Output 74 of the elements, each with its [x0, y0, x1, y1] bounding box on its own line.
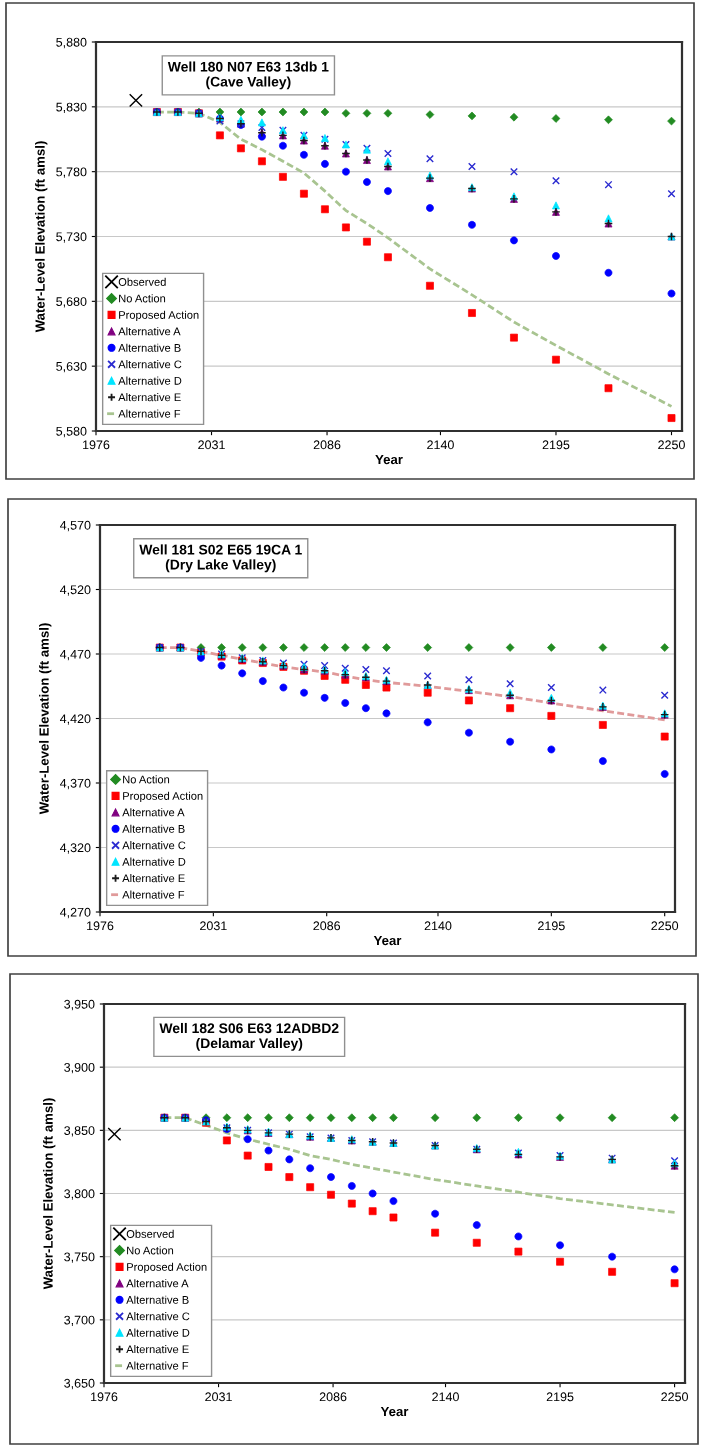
x-axis-title: Year: [373, 935, 402, 946]
legend-label: Alternative E: [118, 393, 181, 402]
x-tick-label: 2086: [313, 921, 341, 931]
y-tick-label: 3,700: [64, 1315, 95, 1326]
legend-label: Alternative A: [126, 1279, 189, 1288]
y-axis-title: Water-Level Elevation (ft amsl): [43, 1098, 56, 1290]
y-tick-label: 3,650: [64, 1378, 95, 1390]
y-tick-label: 3,900: [64, 1062, 95, 1074]
y-tick-label: 3,950: [64, 999, 95, 1011]
legend-label: Alternative F: [126, 1361, 189, 1370]
y-tick-label: 4,570: [59, 520, 91, 532]
x-tick-label: 2140: [432, 1392, 459, 1402]
legend-label: Alternative C: [118, 360, 182, 369]
x-tick-label: 1976: [83, 440, 110, 450]
legend-label: Alternative D: [122, 857, 186, 866]
y-tick-label: 4,270: [59, 907, 91, 919]
legend-label: Proposed Action: [119, 310, 199, 322]
x-tick-label: 2195: [546, 1392, 574, 1402]
legend-label: No Action: [123, 775, 170, 784]
x-tick-label: 2250: [651, 921, 679, 931]
y-axis-title: Water-Level Elevation (ft amsl): [35, 141, 48, 333]
legend-label: Proposed Action: [127, 1262, 207, 1274]
legend-label: Alternative D: [126, 1328, 190, 1337]
legend-label: Alternative A: [118, 327, 181, 336]
legend-label: Alternative E: [122, 874, 185, 883]
legend-label: No Action: [127, 1246, 174, 1255]
x-tick-label: 2250: [661, 1392, 688, 1402]
y-tick-label: 4,420: [59, 714, 91, 725]
y-tick-label: 4,320: [59, 843, 91, 854]
y-tick-label: 5,730: [56, 232, 87, 243]
x-axis-title: Year: [375, 454, 403, 465]
y-tick-label: 3,850: [64, 1126, 95, 1137]
legend-label: Alternative F: [122, 890, 185, 899]
legend-label: Alternative E: [126, 1345, 189, 1354]
legend-label: Observed: [118, 277, 166, 286]
x-axis-title: Year: [380, 1406, 409, 1417]
legend-label: Alternative C: [126, 1312, 190, 1321]
y-tick-label: 5,830: [56, 102, 87, 113]
x-tick-label: 2195: [538, 921, 565, 931]
y-tick-label: 4,370: [59, 778, 91, 790]
y-tick-label: 3,800: [64, 1189, 95, 1200]
x-tick-label: 2086: [313, 440, 341, 450]
x-tick-label: 2250: [658, 440, 685, 450]
x-tick-label: 2195: [542, 440, 570, 450]
y-tick-label: 5,680: [56, 297, 87, 308]
x-tick-label: 2031: [205, 1392, 232, 1402]
y-tick-label: 4,520: [59, 585, 91, 596]
x-tick-label: 2140: [427, 440, 454, 450]
legend-label: Alternative B: [122, 824, 185, 833]
legend-label: Alternative A: [122, 808, 185, 817]
y-tick-label: 5,580: [56, 426, 87, 438]
legend-label: No Action: [119, 294, 166, 303]
y-tick-label: 3,750: [64, 1252, 95, 1263]
x-tick-label: 2031: [198, 440, 225, 450]
legend-label: Alternative D: [118, 376, 182, 385]
legend-label: Proposed Action: [123, 791, 203, 803]
y-tick-label: 5,880: [56, 37, 87, 49]
x-tick-label: 1976: [91, 1392, 118, 1402]
legend-label: Observed: [126, 1229, 174, 1238]
text: Well 180 N07 E63 13db 1 (Cave Valley): [167, 61, 329, 90]
legend-label: Alternative C: [122, 841, 186, 850]
text: Well 182 S06 E63 12ADBD2 (Delamar Valley): [159, 1022, 339, 1051]
legend-label: Alternative B: [118, 343, 181, 352]
x-tick-label: 1976: [87, 921, 114, 931]
x-tick-label: 2140: [424, 921, 452, 931]
y-tick-label: 5,630: [56, 361, 87, 373]
x-tick-label: 2086: [319, 1392, 347, 1402]
y-axis-title: Water-Level Elevation (ft amsl): [39, 623, 52, 815]
legend-label: Alternative F: [118, 409, 181, 418]
y-tick-label: 5,780: [56, 167, 87, 178]
legend-label: Alternative B: [126, 1295, 189, 1304]
x-tick-label: 2031: [200, 921, 227, 931]
y-tick-label: 4,470: [59, 649, 91, 661]
text: Well 181 S02 E65 19CA 1 (Dry Lake Valley): [139, 544, 302, 573]
